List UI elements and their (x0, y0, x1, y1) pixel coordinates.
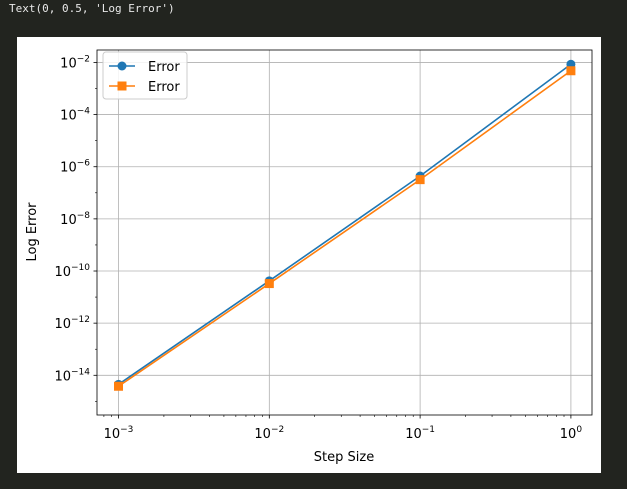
series-1 (114, 59, 576, 389)
series-1-line (118, 63, 572, 385)
y-ticks: 10−14 10−12 10−10 10−8 10−6 10−4 10−2 (54, 54, 97, 384)
y-axis-label: Log Error (25, 202, 40, 262)
y-tick-label: 10−4 (60, 107, 90, 124)
legend: Error Error (102, 51, 188, 100)
x-tick-label: 100 (560, 425, 583, 442)
series-2-point (264, 279, 274, 289)
y-tick-label: 10−14 (54, 367, 90, 384)
legend-marker-1 (117, 61, 127, 71)
x-axis-label: Step Size (314, 450, 374, 465)
y-tick-label: 10−12 (54, 315, 90, 332)
y-tick-label: 10−8 (60, 211, 90, 228)
legend-label-1: Error (148, 60, 180, 75)
y-tick-label: 10−10 (54, 263, 90, 280)
plot-frame (96, 49, 593, 416)
series-2-line (118, 70, 572, 387)
y-tick-label: 10−6 (60, 159, 90, 176)
legend-label-2: Error (148, 80, 180, 95)
series-layer (114, 59, 576, 391)
y-tick-label: 10−2 (60, 54, 90, 71)
series-2 (114, 66, 576, 391)
legend-marker-2 (117, 81, 127, 91)
log-error-chart: 10−3 10−2 10−1 100 10−1410−1210−1010−810−61… (25, 49, 593, 465)
x-tick-label: 10−2 (254, 425, 284, 442)
minor-ticks (95, 88, 565, 417)
series-2-point (566, 66, 576, 76)
x-ticks: 10−3 10−2 10−1 100 (104, 415, 583, 442)
cell-output-text: Text(0, 0.5, 'Log Error') (9, 2, 175, 15)
x-tick-label: 10−1 (405, 425, 435, 442)
figure: 10−3 10−2 10−1 100 10−14 10−12 10−10 10−8 10−6 1… (17, 37, 601, 473)
x-tick-label: 10−3 (104, 425, 134, 442)
series-2-point (114, 381, 124, 391)
series-2-point (415, 175, 425, 185)
